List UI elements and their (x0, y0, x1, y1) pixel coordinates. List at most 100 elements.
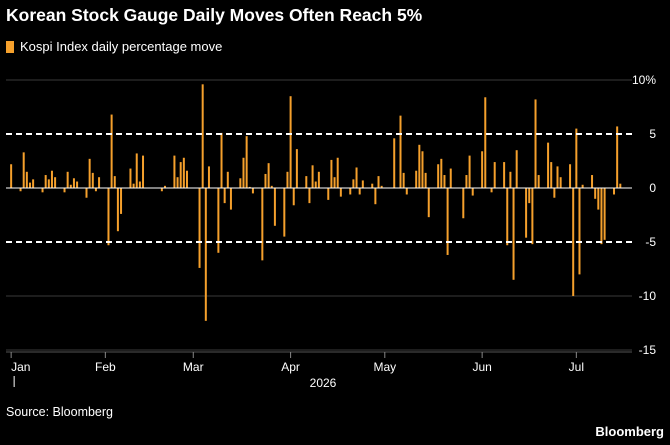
bar (311, 165, 314, 188)
bar (374, 188, 377, 205)
bar (19, 188, 22, 192)
bar (54, 177, 57, 188)
bar (553, 188, 556, 198)
bar (559, 177, 562, 188)
bar (129, 168, 132, 188)
y-tick-label: -15 (639, 343, 657, 357)
bar (66, 171, 69, 188)
bar (220, 132, 223, 188)
bar (116, 188, 119, 232)
bar (339, 188, 342, 197)
bar (248, 186, 251, 188)
bar (217, 188, 220, 253)
reference-lines (6, 133, 632, 243)
source-note: Source: Bloomberg (6, 405, 114, 419)
bar (418, 144, 421, 188)
bar (468, 155, 471, 188)
bar (443, 175, 446, 188)
bar (317, 171, 320, 188)
bar (286, 171, 289, 188)
bar (355, 167, 358, 188)
bar (289, 96, 292, 188)
bar (308, 188, 311, 204)
bar (506, 188, 509, 246)
bar (333, 177, 336, 188)
bar (534, 99, 537, 188)
bloomberg-logo: Bloomberg (595, 424, 664, 439)
bar (179, 162, 182, 188)
bar (164, 185, 166, 188)
bar (393, 138, 396, 188)
bar (264, 173, 267, 188)
bar (465, 175, 468, 188)
x-tick-label: Feb (95, 360, 116, 374)
bar (88, 158, 91, 188)
bar (305, 176, 308, 188)
bar (28, 182, 31, 188)
bar (531, 188, 534, 245)
bar (204, 188, 207, 321)
axes: 10% 5 0 -5 -10 -15 Jan Feb Mar Apr May Jun Jul 2026 (6, 73, 656, 390)
bar (25, 171, 28, 188)
bar (462, 188, 465, 219)
bar (41, 188, 44, 193)
bar (377, 176, 380, 188)
bar (182, 157, 185, 188)
x-year-label: 2026 (310, 376, 337, 390)
bar (176, 177, 179, 188)
bar (490, 188, 493, 193)
bar (493, 162, 496, 188)
bar (98, 177, 101, 188)
bar (44, 175, 47, 188)
bar (10, 164, 13, 188)
bar (371, 183, 374, 188)
bar (415, 170, 418, 188)
bar (547, 142, 550, 188)
bars (10, 84, 622, 321)
bar (572, 188, 575, 296)
bar (198, 188, 201, 268)
bar (314, 181, 317, 188)
bar (525, 188, 528, 238)
bar (226, 171, 229, 188)
bar (446, 188, 449, 255)
bar (512, 188, 515, 280)
bar (449, 168, 452, 188)
y-tick-label: 0 (649, 181, 656, 195)
bar (424, 172, 427, 188)
bar (267, 163, 270, 188)
bar (484, 97, 487, 188)
y-tick-label: 10% (632, 73, 656, 87)
bar (330, 159, 333, 188)
bar (352, 179, 355, 188)
bar (120, 188, 123, 214)
bar (537, 175, 540, 188)
y-tick-label: -5 (645, 235, 656, 249)
bar (421, 151, 424, 188)
bar (245, 136, 248, 188)
bar (47, 179, 50, 188)
bar (515, 150, 518, 188)
bar (22, 152, 25, 188)
bar (242, 157, 245, 188)
bar (69, 184, 72, 188)
bar (619, 183, 622, 188)
bar (616, 126, 619, 188)
bar (295, 149, 298, 188)
bar (399, 115, 402, 188)
bar (138, 181, 141, 188)
bar (600, 188, 603, 245)
bar (575, 128, 578, 188)
bar (270, 185, 273, 188)
bar (603, 188, 606, 240)
bar (110, 114, 113, 188)
x-tick-label: Jun (472, 360, 491, 374)
bar (239, 178, 242, 188)
bar (358, 188, 361, 195)
gridlines (6, 79, 632, 351)
bar (32, 179, 35, 188)
y-tick-label: -10 (639, 289, 657, 303)
bar (509, 171, 512, 188)
bar (361, 180, 364, 188)
